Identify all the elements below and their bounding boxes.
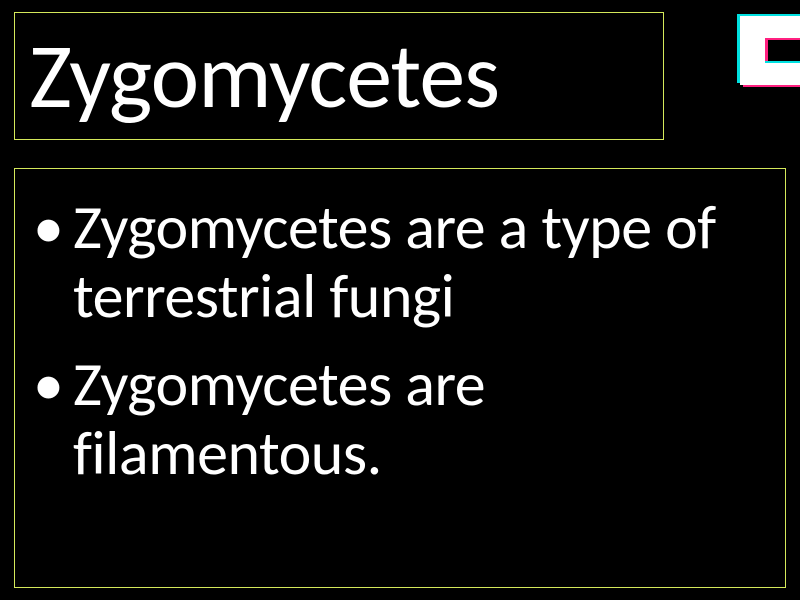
slide-title: Zygomycetes [29,30,499,122]
title-container: Zygomycetes [14,12,664,140]
bullet-item: Zygomycetes are a type of terrestrial fu… [33,193,767,332]
content-container: Zygomycetes are a type of terrestrial fu… [14,168,786,588]
logo-icon [680,8,800,108]
slide: Zygomycetes Zygomycetes are a type of te… [0,0,800,600]
bullet-item: Zygomycetes are filamentous. [33,350,767,489]
bullet-list: Zygomycetes are a type of terrestrial fu… [33,193,767,489]
